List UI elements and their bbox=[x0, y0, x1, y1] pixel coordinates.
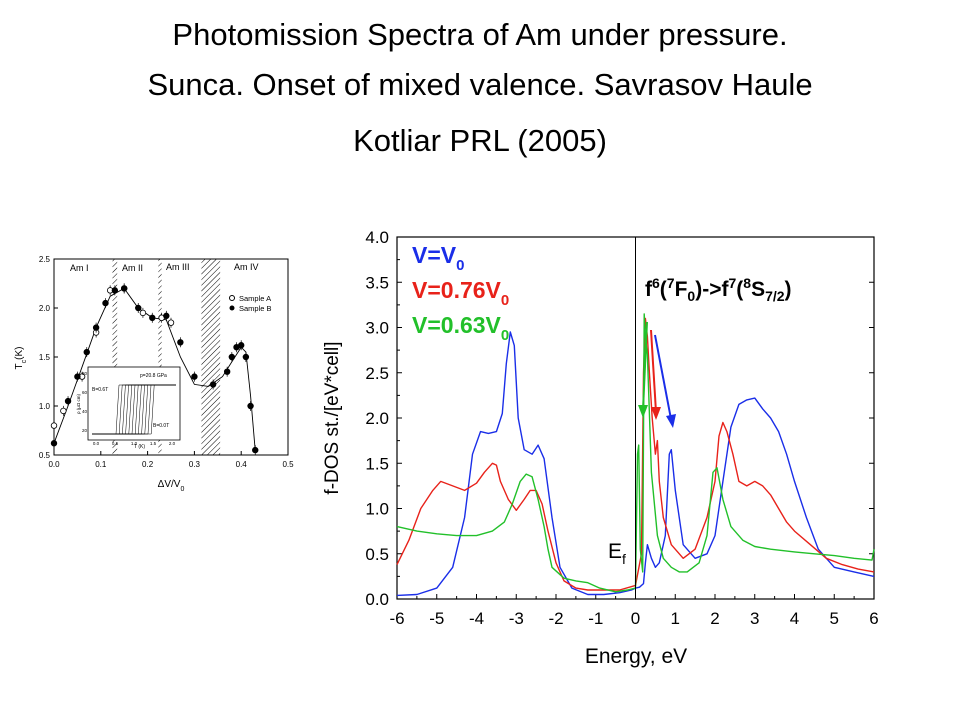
arrow-blue bbox=[654, 334, 672, 420]
x-tick-label: 1 bbox=[671, 609, 680, 628]
slide-title-line-1: Photomission Spectra of Am under pressur… bbox=[172, 17, 788, 52]
y-tick-label: 4.0 bbox=[365, 228, 389, 247]
x-tick-label: 4 bbox=[790, 609, 799, 628]
y-tick-label: 3.5 bbox=[365, 273, 389, 292]
dos-series-line-0 bbox=[396, 331, 875, 597]
legend-entry-v0: V=V0 bbox=[412, 242, 464, 274]
arrowhead-blue bbox=[666, 414, 676, 428]
x-tick-label: 3 bbox=[750, 609, 759, 628]
x-tick-label: -1 bbox=[588, 609, 603, 628]
y-tick-label: 2.0 bbox=[365, 409, 389, 428]
fermi-label: Ef bbox=[608, 540, 626, 567]
x-tick-label: -2 bbox=[548, 609, 563, 628]
x-tick-label: -3 bbox=[509, 609, 524, 628]
arrowhead-green bbox=[638, 405, 648, 418]
y-tick-label: 1.5 bbox=[365, 454, 389, 473]
legend-entry-v063: V=0.63V0 bbox=[412, 312, 509, 344]
x-tick-label: -4 bbox=[469, 609, 484, 628]
dos-series-line-2 bbox=[396, 313, 875, 593]
dos-y-axis-label: f-DOS st./[eV*cell] bbox=[322, 341, 343, 494]
arrowhead-red bbox=[651, 407, 661, 420]
slide-title-line-2: Sunca. Onset of mixed valence. Savrasov … bbox=[147, 67, 813, 102]
dos-legend: V=V0 V=0.76V0 V=0.63V0 bbox=[412, 242, 509, 344]
transition-label: f6(7F0)->f7(8S7/2) bbox=[645, 275, 792, 304]
y-tick-label: 2.5 bbox=[365, 364, 389, 383]
arrow-red bbox=[650, 329, 657, 413]
x-tick-label: 0 bbox=[631, 609, 640, 628]
y-tick-label: 0.0 bbox=[365, 590, 389, 609]
x-tick-label: -6 bbox=[389, 609, 404, 628]
y-tick-label: 1.0 bbox=[365, 500, 389, 519]
y-tick-label: 0.5 bbox=[365, 545, 389, 564]
y-tick-label: 3.0 bbox=[365, 319, 389, 338]
slide-title-line-3: Kotliar PRL (2005) bbox=[353, 123, 607, 158]
legend-entry-v076: V=0.76V0 bbox=[412, 277, 509, 309]
x-tick-label: 6 bbox=[869, 609, 878, 628]
arrow-green bbox=[642, 321, 648, 411]
x-tick-label: -5 bbox=[429, 609, 444, 628]
x-tick-label: 2 bbox=[710, 609, 719, 628]
x-tick-label: 5 bbox=[830, 609, 839, 628]
transition-arrows bbox=[638, 321, 676, 428]
dos-x-axis-label: Energy, eV bbox=[585, 645, 687, 668]
